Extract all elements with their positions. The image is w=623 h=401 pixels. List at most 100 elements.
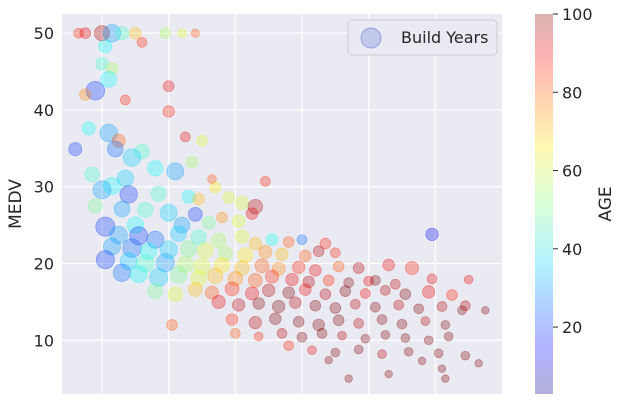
scatter-point xyxy=(119,185,138,204)
colorbar-tick-label: 20 xyxy=(562,318,582,337)
scatter-point xyxy=(149,267,169,287)
scatter-point xyxy=(187,282,203,297)
scatter-point xyxy=(222,191,235,204)
scatter-point xyxy=(129,265,148,284)
scatter-point xyxy=(376,314,388,325)
scatter-point xyxy=(234,260,250,276)
y-tick-label: 50 xyxy=(34,24,54,43)
scatter-point xyxy=(377,349,387,359)
scatter-point xyxy=(380,330,391,340)
scatter-point xyxy=(352,262,365,274)
scatter-point xyxy=(167,286,184,302)
scatter-point xyxy=(159,203,178,222)
scatter-point xyxy=(111,133,126,148)
scatter-point xyxy=(481,306,490,315)
scatter-point xyxy=(265,233,279,246)
scatter-point xyxy=(190,269,207,287)
scatter-point xyxy=(105,62,119,75)
scatter-point xyxy=(269,312,282,325)
scatter-point xyxy=(176,255,194,273)
scatter-point xyxy=(248,315,262,330)
scatter-point xyxy=(190,229,207,246)
scatter-point xyxy=(400,333,411,343)
scatter-point xyxy=(370,275,381,286)
colorbar: 20 40 60 80 100 AGE xyxy=(535,5,616,394)
scatter-point xyxy=(116,169,134,187)
scatter-point xyxy=(95,216,116,237)
scatter-point xyxy=(103,237,121,256)
scatter-point xyxy=(155,253,175,273)
scatter-point xyxy=(197,242,214,259)
scatter-point xyxy=(93,25,111,42)
scatter-point xyxy=(460,300,471,312)
scatter-point xyxy=(332,314,345,327)
scatter-point xyxy=(425,227,439,241)
scatter-point xyxy=(253,331,264,342)
y-tick-labels: 10 20 30 40 50 xyxy=(34,24,54,350)
y-axis-label: MEDV xyxy=(6,179,26,229)
scatter-point xyxy=(181,189,196,204)
scatter-point xyxy=(289,296,302,309)
scatter-point xyxy=(103,177,121,195)
scatter-point xyxy=(260,176,271,187)
scatter-point xyxy=(330,347,341,358)
scatter-point xyxy=(159,240,178,259)
scatter-point xyxy=(457,305,467,316)
scatter-point xyxy=(370,301,381,313)
scatter-point xyxy=(426,273,438,285)
scatter-point xyxy=(170,225,187,242)
scatter-point xyxy=(282,286,295,299)
scatter-point xyxy=(322,274,335,287)
scatter-point xyxy=(120,94,131,106)
scatter-point xyxy=(201,215,216,230)
scatter-point xyxy=(209,181,222,194)
scatter-point xyxy=(112,263,132,282)
scatter-point xyxy=(115,26,130,41)
scatter-point xyxy=(247,273,263,288)
scatter-point xyxy=(285,272,299,287)
scatter-point xyxy=(99,123,118,143)
scatter-point xyxy=(258,244,273,259)
scatter-point xyxy=(122,148,142,167)
colorbar-tick-label: 60 xyxy=(562,162,582,181)
legend-marker xyxy=(360,27,382,49)
scatter-point xyxy=(312,318,325,332)
scatter-point xyxy=(140,242,158,260)
scatter-point xyxy=(413,303,424,315)
scatter-points xyxy=(68,23,490,383)
scatter-point xyxy=(213,257,231,274)
scatter-point xyxy=(225,313,239,326)
scatter-point xyxy=(460,350,471,361)
scatter-point xyxy=(210,232,227,249)
scatter-point xyxy=(113,200,131,218)
scatter-point xyxy=(134,143,150,160)
scatter-point xyxy=(443,331,454,342)
scatter-point xyxy=(436,301,448,312)
scatter-point xyxy=(170,266,188,284)
scatter-point xyxy=(380,285,391,296)
scatter-point xyxy=(122,238,142,258)
scatter-point xyxy=(129,226,149,246)
scatter-point xyxy=(309,264,322,277)
scatter-point xyxy=(129,26,142,40)
scatter-point xyxy=(272,299,286,314)
scatter-point xyxy=(463,274,474,285)
y-tick-label: 40 xyxy=(34,101,54,120)
scatter-point xyxy=(92,180,112,200)
scatter-point xyxy=(244,286,259,301)
scatter-point xyxy=(307,345,317,356)
scatter-point xyxy=(136,254,155,273)
scatter-point xyxy=(95,250,115,270)
scatter-point xyxy=(292,316,305,328)
scatter-point xyxy=(296,234,308,246)
scatter-point xyxy=(146,230,165,249)
scatter-point xyxy=(271,261,286,276)
scatter-point xyxy=(309,299,322,312)
scatter-point xyxy=(382,258,395,272)
scatter-point xyxy=(232,298,246,312)
scatter-point xyxy=(360,333,371,344)
scatter-point xyxy=(230,328,241,339)
scatter-point xyxy=(262,283,276,297)
scatter-point xyxy=(417,356,427,366)
scatter-point xyxy=(102,23,122,43)
